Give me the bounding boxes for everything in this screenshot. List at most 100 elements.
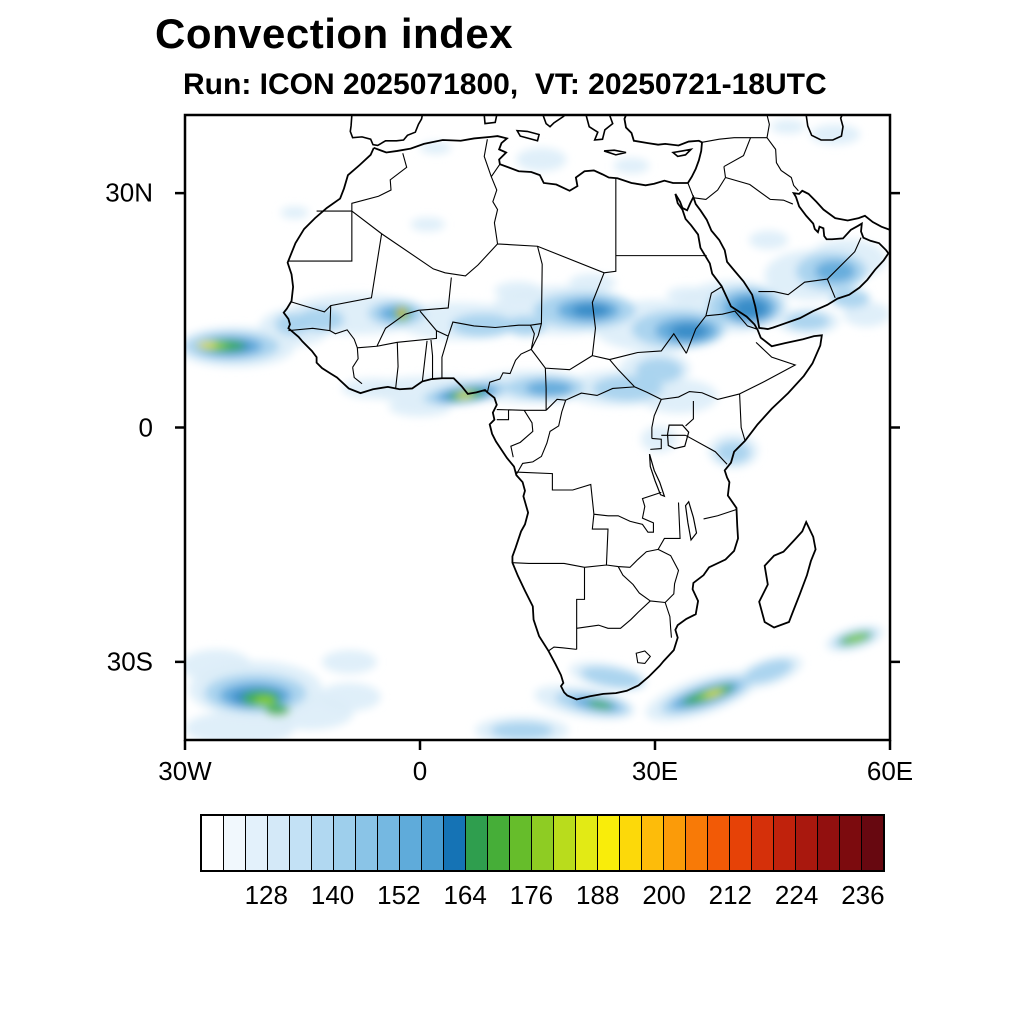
colorbar-tick-label: 224 <box>774 880 819 910</box>
convection-cell <box>506 315 546 337</box>
colorbar-segment <box>290 816 312 870</box>
colorbar-segment <box>686 816 708 870</box>
colorbar-segment <box>356 816 378 870</box>
convection-cell <box>770 119 806 134</box>
shading-red-core <box>399 309 403 315</box>
convection-cell <box>785 312 830 330</box>
colorbar-labels: 128 140 152 164 176 188 200 212 224 236 <box>200 880 885 914</box>
convection-map <box>175 113 900 750</box>
convection-cell <box>568 273 616 293</box>
colorbar-segment <box>620 816 642 870</box>
page-title: Convection index <box>155 10 514 57</box>
convection-shading <box>185 119 890 740</box>
colorbar-tick-label: 164 <box>443 880 487 910</box>
borders-southern-africa <box>512 472 680 663</box>
colorbar-segment <box>664 816 686 870</box>
convection-cell <box>318 682 381 712</box>
colorbar-segment <box>268 816 290 870</box>
colorbar-segment <box>444 816 466 870</box>
colorbar-segment <box>466 816 488 870</box>
convection-cell <box>748 230 789 250</box>
colorbar-segment <box>246 816 268 870</box>
colorbar-segment <box>730 816 752 870</box>
convection-cell <box>842 301 890 327</box>
y-tick-label: 30N <box>105 177 153 208</box>
convection-cell <box>592 375 663 401</box>
colorbar <box>200 814 885 872</box>
convection-cell <box>635 357 683 383</box>
mediterranean-levant-coastline <box>374 115 702 191</box>
convection-cell <box>516 147 567 172</box>
colorbar-segment <box>752 816 774 870</box>
x-tick-label: 60E <box>866 756 914 786</box>
colorbar-segment <box>334 816 356 870</box>
lakes-outline <box>650 425 697 540</box>
colorbar-segment <box>796 816 818 870</box>
convection-cell <box>185 711 295 740</box>
axis-tick-marks <box>175 191 900 750</box>
convection-cell <box>420 141 452 155</box>
convection-cell <box>810 124 861 145</box>
colorbar-segment <box>840 816 862 870</box>
shading-very-light <box>185 119 890 740</box>
convection-cell <box>196 341 218 349</box>
madagascar-coastline <box>759 522 815 627</box>
y-tick-label: 30S <box>106 646 153 677</box>
convection-cell <box>525 380 573 397</box>
colorbar-segment <box>774 816 796 870</box>
convection-cell <box>254 696 276 706</box>
colorbar-segment <box>224 816 246 870</box>
x-axis-labels: 30W 0 30E 60E <box>158 756 913 790</box>
convection-cell <box>613 157 650 174</box>
arabia-coastline <box>675 191 890 329</box>
convection-cell <box>581 666 643 689</box>
coastlines <box>284 115 890 699</box>
colorbar-tick-label: 212 <box>708 880 753 910</box>
convection-cell <box>410 217 446 232</box>
geo-layer <box>185 115 890 740</box>
convection-cell <box>847 634 866 643</box>
colorbar-tick-label: 140 <box>310 880 355 910</box>
colorbar-tick-label: 152 <box>377 880 421 910</box>
colorbar-tick-label: 176 <box>509 880 554 910</box>
y-tick-label: 0 <box>138 412 153 442</box>
borders-middle-east <box>694 115 861 298</box>
convection-cell <box>744 659 793 684</box>
convection-cell <box>490 722 554 740</box>
colorbar-segment <box>642 816 664 870</box>
colorbar-tick-label: 128 <box>244 880 288 910</box>
borders-northwest-africa <box>288 139 707 276</box>
mediterranean-islands-coastline <box>350 115 843 156</box>
colorbar-segment <box>554 816 576 870</box>
convection-cell <box>587 700 613 709</box>
africa-coastline <box>284 148 822 700</box>
convection-cell <box>830 289 870 308</box>
x-tick-label: 30E <box>631 756 679 786</box>
map-plot-area <box>185 115 890 740</box>
colorbar-tick-label: 236 <box>841 880 885 910</box>
convection-cell <box>399 309 403 315</box>
map-frame <box>175 113 900 750</box>
colorbar-segment <box>202 816 224 870</box>
colorbar-segment <box>488 816 510 870</box>
colorbar-segment <box>598 816 620 870</box>
borders-east-africa <box>635 287 796 519</box>
colorbar-segment <box>312 816 334 870</box>
x-tick-label: 0 <box>412 756 428 786</box>
shading-green <box>199 306 872 716</box>
colorbar-segment <box>400 816 422 870</box>
colorbar-segment <box>422 816 444 870</box>
x-tick-label: 30W <box>158 756 212 786</box>
colorbar-tick-label: 188 <box>576 880 620 910</box>
country-borders <box>288 115 861 663</box>
convection-cell <box>494 281 542 301</box>
convection-cell <box>322 650 377 674</box>
convection-cell <box>666 286 706 303</box>
colorbar-segment <box>708 816 730 870</box>
colorbar-segment <box>532 816 554 870</box>
convection-cell <box>704 689 723 698</box>
run-valid-time-subtitle: Run: ICON 2025071800, VT: 20250721-18UTC <box>183 68 827 101</box>
convection-cell <box>264 704 290 716</box>
colorbar-segment <box>818 816 840 870</box>
